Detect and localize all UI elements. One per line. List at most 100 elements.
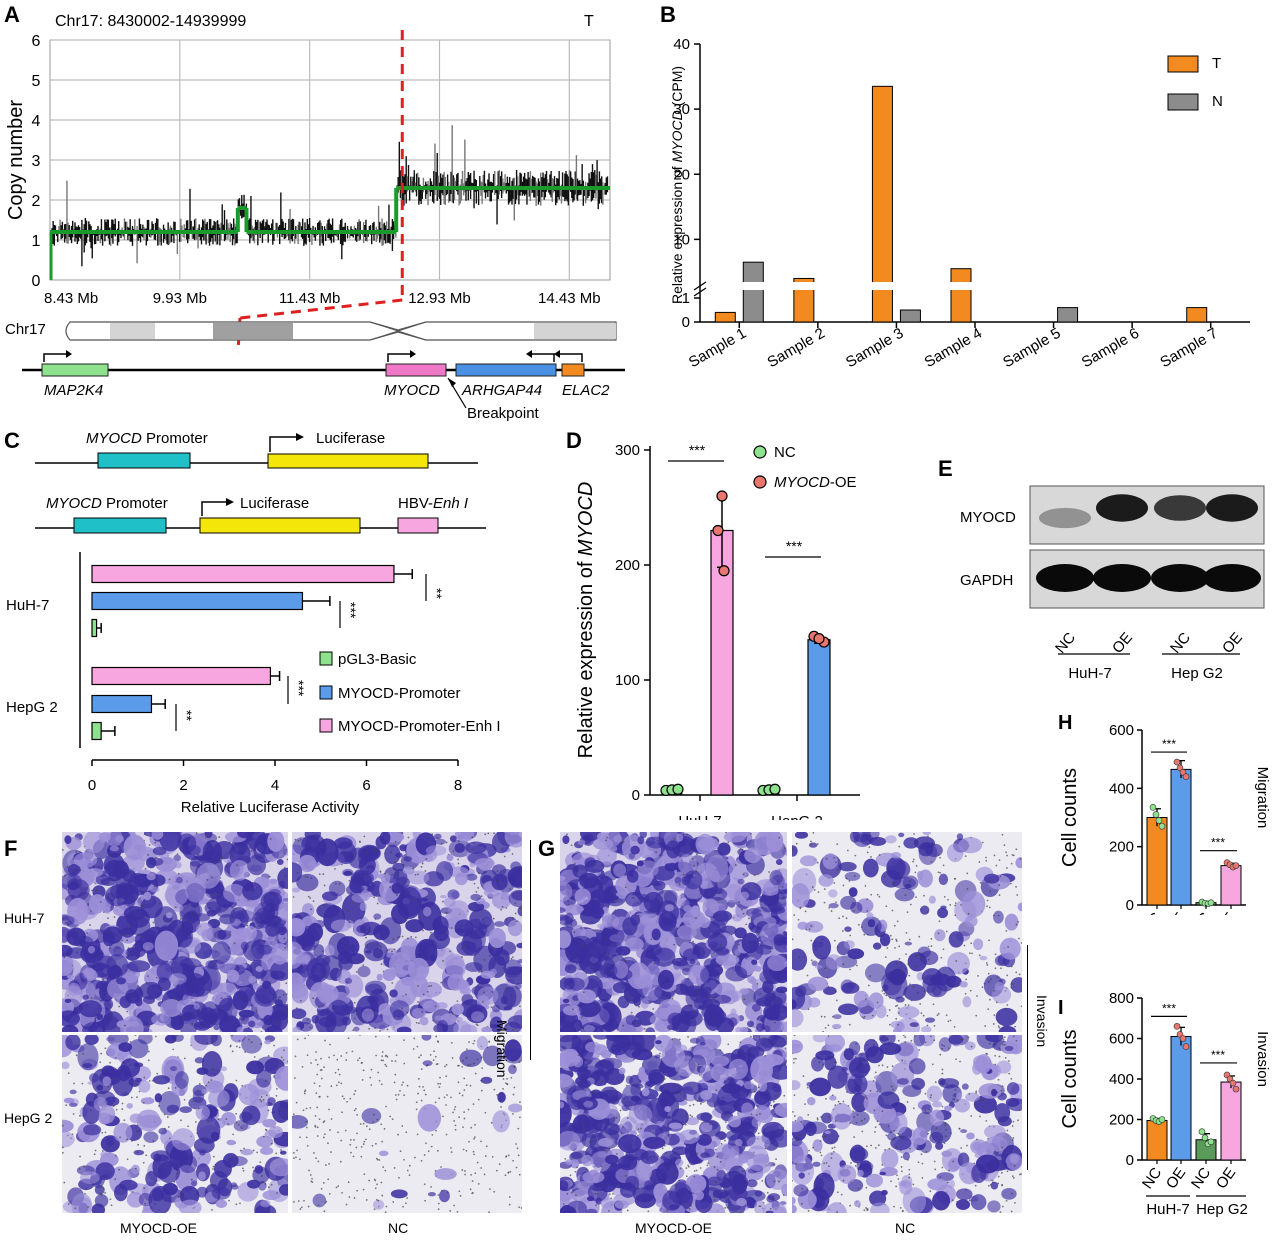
micrograph-f-hepg2-nc-pore: [362, 1188, 365, 1191]
micrograph-g-huh7-oe-cell: [637, 836, 645, 845]
micrograph-g-huh7-nc-pore: [1018, 937, 1020, 940]
micrograph-f-hepg2-nc-pore: [345, 1051, 348, 1054]
micrograph-f-hepg2-nc-pore: [351, 1050, 354, 1053]
micrograph-f-huh7-nc-pore: [318, 1009, 321, 1012]
micrograph-f-huh7-nc-pore: [514, 912, 517, 915]
gene-arrow: [387, 353, 410, 362]
micrograph-g-huh7-oe-cell: [751, 1003, 761, 1012]
micrograph-f-huh7-nc-pore: [384, 872, 386, 875]
micrograph-g-huh7-oe-pore: [693, 865, 695, 867]
micrograph-f-hepg2-nc-pore: [374, 1187, 377, 1190]
micrograph-g-huh7-nc-pore: [912, 860, 915, 863]
micrograph-f-hepg2-nc-pore: [358, 1057, 361, 1060]
micrograph-f-huh7-oe-pore: [126, 939, 129, 942]
micrograph-f-hepg2-oe-pore: [211, 1208, 213, 1211]
micrograph-f-hepg2-oe-pore: [238, 1046, 241, 1049]
micrograph-f-hepg2-nc-pore: [393, 1081, 396, 1084]
micrograph-g-huh7-nc-pore: [945, 930, 948, 933]
micrograph-f-huh7-oe-pore: [180, 846, 183, 849]
micrograph-g-huh7-nc-pore: [883, 875, 886, 878]
chart-b-axis-break: [693, 281, 707, 297]
construct-1-arrow: [269, 436, 298, 452]
micrograph-f-hepg2-nc-pore: [293, 1157, 295, 1160]
micrograph-f-huh7-nc-pore: [415, 1021, 418, 1024]
micrograph-f-huh7-nc-pore: [336, 930, 339, 933]
micrograph-f-huh7-nc-cell: [335, 841, 357, 865]
micrograph-g-huh7-nc-pore: [943, 895, 946, 898]
micrograph-f-hepg2-oe-cell: [62, 1130, 75, 1148]
micrograph-f-hepg2-nc-pore: [445, 1104, 447, 1106]
micrograph-g-huh7-nc-pore: [1006, 854, 1008, 857]
micrograph-f-hepg2-oe-pore: [273, 1044, 275, 1047]
micrograph-f-hepg2-nc-pore: [402, 1081, 404, 1084]
micrograph-g-huh7-nc-pore: [889, 996, 891, 999]
blot-group-label-huh7: HuH-7: [1068, 665, 1111, 682]
micrograph-f-huh7-oe-cell: [142, 995, 155, 1005]
micrograph-f-hepg2-nc-pore: [467, 1064, 470, 1067]
micrograph-f-huh7-oe-pore: [220, 997, 223, 1000]
micrograph-f-hepg2-oe-pore: [123, 1119, 126, 1122]
micrograph-f-hepg2-oe-pore: [126, 1158, 129, 1161]
micrograph-f-huh7-nc-cell: [449, 835, 457, 843]
micrograph-f-huh7-nc-cell: [465, 841, 487, 854]
micrograph-f-hepg2-oe-pore: [168, 1137, 171, 1140]
micrograph-f-hepg2-oe-cell: [158, 1090, 181, 1116]
micrograph-f-huh7-oe-pore: [206, 879, 209, 881]
micrograph-f-huh7-oe-cell: [194, 878, 208, 885]
micrograph-f-huh7-oe-cell: [236, 1026, 244, 1032]
micrograph-g-huh7-nc-cell: [993, 910, 1004, 924]
micrograph-f-hepg2-oe-pore: [240, 1127, 243, 1129]
micrograph-f-hepg2-oe-cell: [128, 1039, 149, 1059]
micrograph-g-huh7-oe-pore: [706, 996, 708, 998]
micrograph-g-huh7-nc-cell: [991, 985, 1012, 1004]
micrograph-f-huh7-oe-pore: [124, 1024, 126, 1027]
micrograph-f-huh7-nc-pore: [382, 924, 385, 927]
micrograph-g-huh7-oe-pore: [771, 947, 774, 950]
micrograph-f-hepg2-nc-pore: [474, 1172, 477, 1175]
micrograph-g-huh7-nc-cell: [886, 856, 906, 880]
micrograph-f-huh7-nc-cell: [453, 1020, 472, 1032]
micrograph-g-huh7-nc-pore: [985, 962, 988, 964]
micrograph-f-huh7-oe-cell: [142, 942, 154, 951]
micrograph-f-huh7-oe-cell: [205, 960, 217, 969]
micrograph-g-huh7-nc-cell: [917, 946, 931, 958]
micrograph-g-huh7-nc-pore: [989, 978, 992, 981]
micrograph-g-huh7-nc-cell: [818, 874, 834, 887]
micrograph-f-huh7-nc-pore: [459, 925, 462, 927]
micrograph-g-huh7-nc-pore: [986, 964, 989, 966]
micrograph-f-hepg2-oe-pore: [280, 1061, 282, 1064]
micrograph-f-huh7-nc-cell: [292, 917, 306, 937]
micrograph-g-hepg2-oe-pore: [693, 1170, 696, 1172]
micrograph-f-huh7-nc-pore: [491, 990, 494, 993]
micrograph-f-hepg2-oe-cell: [210, 1131, 220, 1142]
micrograph-g-huh7-nc-pore: [842, 963, 845, 966]
micrograph-g-huh7-nc-pore: [942, 948, 945, 951]
micrograph-f-huh7-nc-cell: [411, 1008, 427, 1019]
micrograph-g-huh7-nc-cell: [831, 1023, 842, 1030]
micrograph-g-huh7-nc-texture: [792, 832, 1022, 1032]
micrograph-f-huh7-nc-pore: [342, 940, 345, 943]
blot-group-label-hepg2: Hep G2: [1171, 665, 1223, 682]
chromosome-band: [110, 323, 155, 339]
micrograph-f-hepg2-oe-pore: [100, 1186, 103, 1189]
micrograph-f-hepg2-nc-pore: [511, 1112, 514, 1115]
micrograph-g-huh7-oe-cell: [579, 872, 600, 889]
micrograph-f-hepg2-nc-pore: [382, 1059, 385, 1062]
micrograph-g-huh7-nc-pore: [930, 860, 933, 863]
micrograph-f-hepg2-nc-pore: [310, 1180, 313, 1183]
micrograph-f-huh7-oe-cell: [70, 931, 79, 939]
micrograph-f-hepg2-nc-pore: [473, 1136, 476, 1139]
micrograph-f-huh7-nc-pore: [477, 886, 480, 889]
micrograph-f-hepg2-nc-pore: [434, 1055, 437, 1058]
construct-1-promoter-label-part-0: MYOCD: [86, 430, 142, 447]
micrograph-f-hepg2-nc-pore: [491, 1155, 494, 1158]
micrograph-g-huh7-nc-pore: [930, 945, 933, 947]
gene-elac2: [561, 363, 585, 377]
micrograph-g-huh7-oe-pore: [741, 848, 744, 851]
micrograph-f-huh7-nc-cell: [461, 993, 474, 1005]
micrograph-f-hepg2-nc-pore: [299, 1136, 301, 1139]
micrograph-g-huh7-nc-pore: [986, 899, 989, 902]
micrograph-g-huh7-oe-pore: [650, 938, 653, 941]
micrograph-g-huh7-nc-pore: [907, 963, 910, 966]
